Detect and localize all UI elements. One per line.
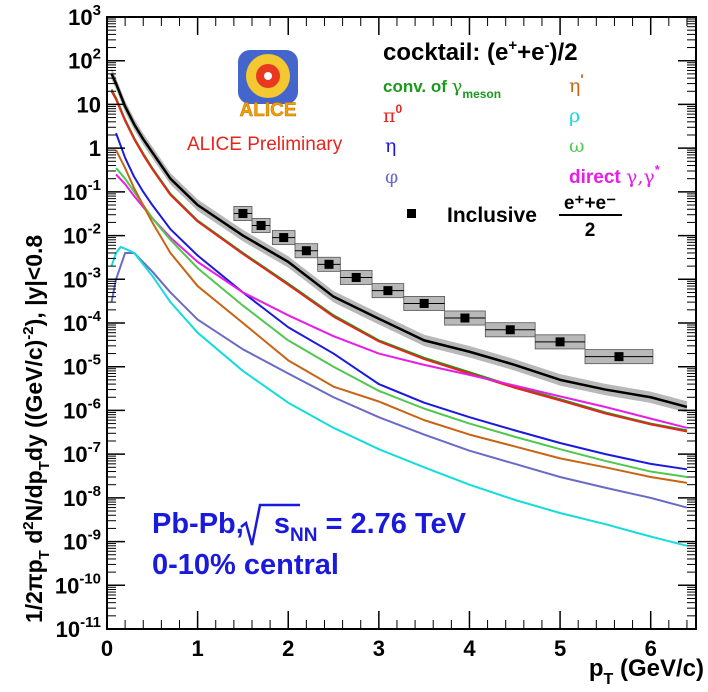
y-tick-label: 102	[68, 46, 101, 74]
y-tick-label: 10-10	[55, 570, 101, 598]
y-tick-label: 10	[77, 92, 101, 117]
legend-inclusive-marker	[407, 209, 416, 218]
legend-entry-rho: ρ	[569, 105, 580, 127]
y-tick-label: 10-8	[63, 483, 101, 511]
x-tick-label: 0	[101, 636, 113, 661]
x-tick-label: 5	[554, 636, 566, 661]
legend-entry-pi0: π0	[383, 102, 403, 127]
inclusive-point	[325, 260, 334, 269]
y-tick-label: 10-3	[63, 264, 101, 292]
y-axis-label-part: T	[36, 550, 53, 559]
legend-inclusive-denominator: 2	[585, 220, 596, 241]
y-axis-label-part: -2	[20, 326, 37, 339]
y-tick-label: 1	[89, 136, 101, 161]
y-tick-label: 10-9	[63, 527, 101, 555]
inclusive-point	[302, 246, 311, 255]
inclusive-point	[506, 325, 515, 334]
y-axis-label-part: ), |y|<0.8	[21, 235, 47, 327]
alice-logo-wordmark: ALICE	[240, 100, 297, 121]
alice-logo-center	[264, 72, 272, 80]
legend-inclusive-numerator: e⁺+e⁻	[564, 193, 616, 214]
inclusive-point	[257, 221, 266, 230]
y-tick-label: 10-11	[56, 614, 101, 642]
inclusive-point	[460, 314, 469, 323]
x-axis-label-main: p	[589, 655, 604, 682]
x-axis-label-unit: (GeV/c)	[613, 655, 704, 682]
legend-entry-etap: η'	[569, 71, 584, 97]
tick-labels-layer: 0 1 2 3 4 5 610-1110-1010-910-810-710-610-510-…	[55, 2, 657, 661]
y-axis-label-part: T	[36, 461, 53, 470]
x-axis-label: pT (GeV/c)	[589, 655, 704, 688]
y-tick-label: 103	[68, 2, 101, 30]
y-axis-label-part: 2	[20, 521, 37, 529]
x-tick-label: 3	[373, 636, 385, 661]
legend-entry-phi: φ	[385, 166, 398, 188]
x-tick-label: 4	[463, 636, 476, 661]
alice-preliminary-label: ALICE Preliminary	[187, 134, 343, 155]
legend-entry-omega: ω	[569, 135, 585, 157]
y-tick-label: 10-5	[63, 352, 101, 380]
inclusive-point	[614, 352, 623, 361]
alice-logo: ALICE	[238, 50, 298, 121]
centrality-label: 0-10% central	[152, 549, 339, 581]
legend-entry-conv: conv. of γmeson	[383, 76, 501, 101]
y-axis-label: 1/2πpT d2N/dpTdy ((GeV/c)-2), |y|<0.8	[20, 235, 53, 623]
inclusive-point	[352, 273, 361, 282]
legend-entry-eta: η	[385, 135, 396, 157]
legend: cocktail: (e++e-)/2 conv. of γmeson π0 η…	[383, 37, 661, 241]
inclusive-point	[383, 286, 392, 295]
system-label: Pb-Pb, sNN = 2.76 TeV	[152, 508, 467, 546]
y-axis-label-part: N/dp	[21, 470, 47, 521]
x-axis-label-sub: T	[604, 671, 614, 688]
legend-entry-direct: direct γ,γ*	[569, 162, 661, 188]
y-axis-label-part: 1/2πp	[21, 559, 47, 623]
y-tick-label: 10-1	[63, 177, 101, 205]
y-axis-label-part: d	[21, 530, 47, 550]
y-axis-label-part: dy ((GeV/c)	[21, 340, 47, 461]
y-tick-label: 10-6	[63, 395, 101, 423]
x-tick-label: 2	[282, 636, 294, 661]
inclusive-point	[279, 233, 288, 242]
inclusive-point	[238, 209, 247, 218]
inclusive-point	[420, 299, 429, 308]
legend-inclusive-label: Inclusive	[447, 204, 537, 227]
legend-header: cocktail: (e++e-)/2	[383, 37, 578, 66]
system-annotation: Pb-Pb, sNN = 2.76 TeV 0-10% central	[152, 505, 467, 581]
x-tick-label: 1	[191, 636, 203, 661]
y-tick-label: 10-4	[63, 308, 101, 336]
inclusive-point	[556, 337, 565, 346]
y-tick-label: 10-7	[63, 439, 101, 467]
y-tick-label: 10-2	[63, 221, 101, 249]
